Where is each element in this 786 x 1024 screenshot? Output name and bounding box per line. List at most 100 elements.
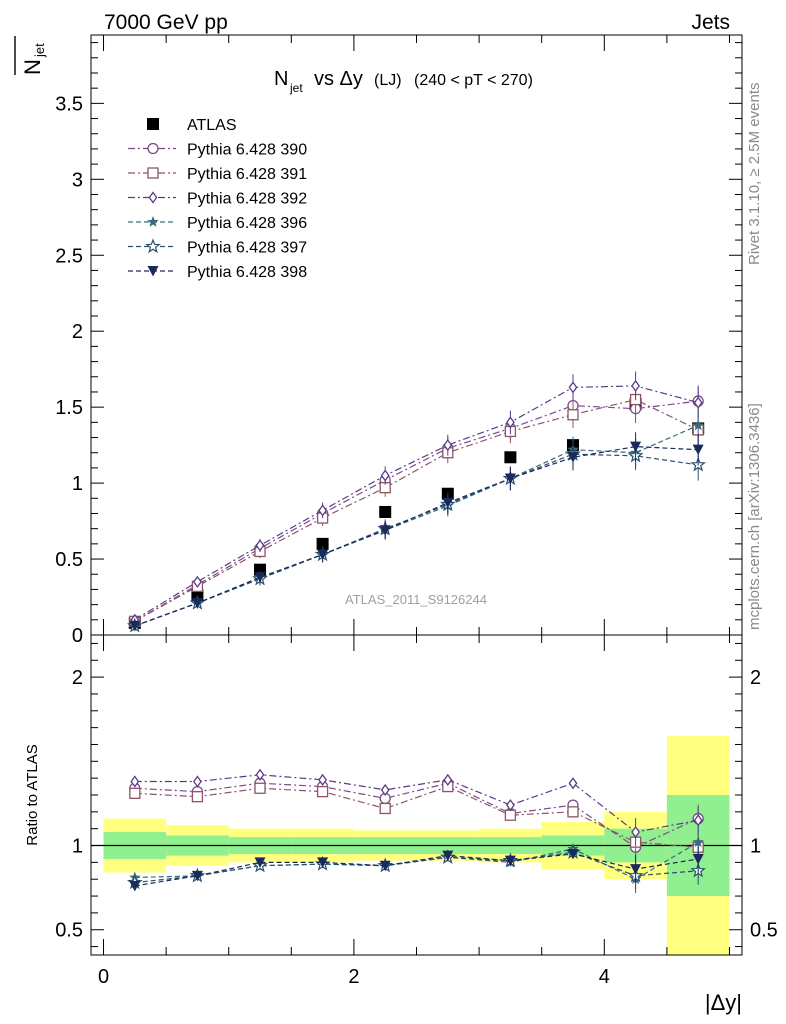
ratio-point (129, 787, 141, 799)
title-mid: vs Δy (314, 68, 363, 90)
ratio-point (505, 798, 515, 812)
ratio-y-tick-label: 1 (72, 836, 83, 858)
legend-entry: Pythia 6.428 396 (128, 215, 307, 232)
series-line (134, 445, 699, 627)
legend-label: Pythia 6.428 398 (187, 264, 307, 281)
ratio-point (255, 768, 265, 781)
ratio-plot-area (91, 736, 742, 955)
y-tick-label: 3 (72, 169, 83, 191)
title-n-sub: jet (289, 81, 303, 95)
ratio-point (568, 777, 578, 790)
rivet-version-label: Rivet 3.1.10, ≥ 2.5M events (746, 83, 763, 266)
ratio-point (443, 773, 453, 786)
ratio-point (317, 857, 329, 868)
legend-label: Pythia 6.428 397 (187, 240, 307, 257)
legend-marker (147, 266, 159, 277)
legend-entry: Pythia 6.428 392 (128, 191, 307, 208)
data-point (317, 549, 329, 560)
data-point (443, 439, 453, 452)
legend-entry: Pythia 6.428 391 (128, 166, 307, 183)
jets-label: Jets (691, 11, 730, 34)
legend-label: Pythia 6.428 390 (187, 142, 307, 159)
ratio-point (129, 880, 141, 892)
data-point (318, 504, 328, 517)
series-line (134, 453, 699, 627)
ratio-y-tick-label-right: 2 (750, 667, 761, 689)
data-point (442, 497, 454, 509)
legend-label: Pythia 6.428 396 (187, 215, 307, 232)
ratio-point (130, 775, 140, 788)
legend-entry: Pythia 6.428 397 (128, 238, 307, 257)
y-tick-label: 3.5 (55, 93, 83, 115)
ratio-line (134, 851, 699, 884)
data-point (631, 379, 640, 392)
ratio-ylabel: Ratio to ATLAS (24, 744, 41, 845)
ratio-point (692, 854, 704, 865)
legend-entry: ATLAS (147, 117, 237, 134)
series-392 (130, 371, 703, 626)
title-n: N (274, 68, 288, 90)
ratio-point (316, 785, 329, 798)
y-tick-label: 2 (72, 321, 83, 343)
data-point (504, 473, 516, 485)
data-point (316, 537, 329, 550)
data-point (693, 396, 703, 409)
title-cut: (240 < pT < 270) (414, 72, 533, 89)
title-lj: (LJ) (374, 72, 402, 89)
ratio-point (318, 773, 328, 786)
data-point (379, 505, 392, 518)
ratio-point (630, 864, 642, 875)
series-line (134, 398, 699, 622)
legend-entry: Pythia 6.428 390 (128, 142, 307, 159)
ratio-point (380, 783, 390, 797)
ratio-series-392 (130, 768, 703, 847)
main-ylabel-n: N (20, 59, 45, 75)
legend-label: ATLAS (187, 117, 237, 134)
ratio-panel: 0.5 0.5 1 1 2 2 0 2 4 Ratio to ATLAS (24, 634, 778, 988)
y-tick-label: 0 (72, 625, 83, 647)
y-tick-label: 0.5 (55, 549, 83, 571)
y-tick-label: 1.5 (55, 397, 83, 419)
mcplots-source-label: mcplots.cern.ch [arXiv:1306.3436] (746, 403, 763, 630)
ratio-point (692, 836, 704, 847)
ratio-point (379, 860, 391, 872)
ratio-point (567, 806, 579, 818)
main-ylabel-sub: jet (32, 43, 47, 58)
legend-marker (145, 238, 161, 254)
ratio-point (442, 850, 454, 862)
data-point (254, 572, 266, 583)
main-panel: 0 0.5 1 1.5 2 2.5 3 3.5 N jet vs Δy (LJ) (240 <… (55, 34, 743, 647)
ratio-axes: 0.5 0.5 1 1 2 2 0 2 4 (55, 635, 778, 988)
ratio-point (631, 825, 640, 839)
series-line (134, 385, 699, 621)
data-point (505, 416, 515, 429)
main-ylabel: N jet (14, 36, 47, 75)
series-391 (129, 385, 704, 627)
data-point (504, 451, 517, 464)
ratio-y-tick-label-right: 1 (750, 836, 761, 858)
x-tick-label: 2 (348, 966, 359, 988)
ratio-point (191, 870, 203, 882)
legend-label: Pythia 6.428 392 (187, 191, 307, 208)
data-point (193, 575, 202, 588)
data-point (129, 620, 141, 632)
legend-entry: Pythia 6.428 398 (128, 264, 307, 281)
ratio-line (134, 785, 699, 848)
ratio-point (693, 814, 703, 827)
legend-marker (147, 167, 159, 179)
main-title: N jet vs Δy (LJ) (240 < pT < 270) (274, 68, 533, 95)
ratio-line (134, 853, 699, 887)
data-point (379, 525, 391, 536)
data-point (567, 452, 579, 463)
data-point (255, 539, 265, 552)
series-398 (129, 432, 704, 632)
data-point (568, 381, 578, 394)
data-point (630, 441, 642, 453)
data-point (380, 469, 390, 482)
ratio-point (567, 848, 579, 860)
data-point (191, 598, 203, 609)
legend-marker (148, 191, 158, 204)
ratio-y-tick-label: 0.5 (55, 920, 83, 942)
ratio-line (134, 774, 699, 833)
